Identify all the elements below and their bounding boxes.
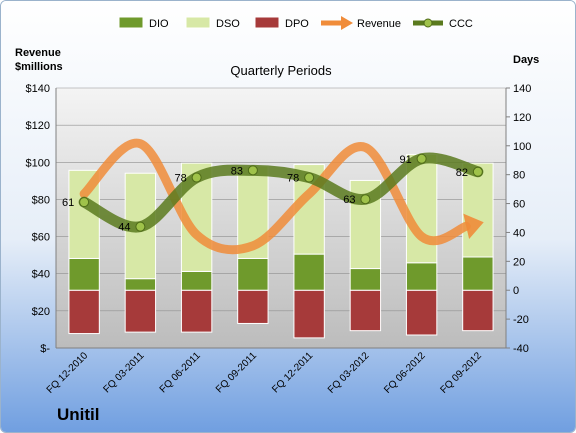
revenue-line <box>79 138 471 255</box>
ccc-data-label: 82 <box>456 167 468 179</box>
ccc-marker <box>304 172 315 183</box>
left-axis-label-line1: Revenue <box>15 47 61 59</box>
ccc-data-label: 91 <box>400 154 412 166</box>
legend-label-revenue: Revenue <box>357 18 401 30</box>
legend-swatch-dso <box>185 16 211 29</box>
legend-arrowhead <box>341 16 353 30</box>
dio-bar <box>68 257 100 291</box>
left-tick-label: $40 <box>32 269 50 281</box>
legend-swatch-dpo <box>254 16 280 29</box>
right-axis-label: Days <box>513 54 539 66</box>
right-tick-label: 0 <box>513 285 519 297</box>
right-tick-label: -20 <box>513 314 529 326</box>
left-tick-label: $- <box>40 343 50 355</box>
left-tick-label: $120 <box>26 120 50 132</box>
dpo-bar <box>237 289 269 324</box>
ccc-marker <box>416 153 427 164</box>
dio-bar <box>124 278 157 291</box>
legend-label-dpo: DPO <box>285 18 309 30</box>
dpo-bar <box>68 289 100 335</box>
ccc-data-label: 63 <box>343 194 355 206</box>
dso-bar <box>462 162 494 258</box>
ccc-marker <box>79 197 90 208</box>
ccc-data-label: 61 <box>62 197 74 209</box>
left-tick-label: $80 <box>32 194 50 206</box>
ccc-data-label: 78 <box>287 173 299 185</box>
chart-title: Quarterly Periods <box>230 63 332 78</box>
left-tick-label: $60 <box>32 232 50 244</box>
right-tick-label: 20 <box>513 256 525 268</box>
right-tick-label: 80 <box>513 170 525 182</box>
dio-bar <box>405 262 438 291</box>
lines-layer: 61 44 78 83 78 63 91 82 <box>62 138 484 255</box>
ccc-marker <box>191 172 202 183</box>
dpo-bar <box>349 289 382 332</box>
legend-label-dso: DSO <box>216 18 240 30</box>
dio-bar <box>462 256 494 291</box>
legend-label-dio: DIO <box>149 18 169 30</box>
dpo-bar <box>405 289 438 336</box>
ccc-data-label: 78 <box>175 173 187 185</box>
dpo-bar <box>293 289 325 339</box>
right-tick-label: 100 <box>513 141 531 153</box>
dio-bar <box>293 253 325 291</box>
ccc-marker <box>135 221 146 232</box>
ccc-marker <box>360 194 371 205</box>
dpo-bar <box>180 289 213 333</box>
right-tick-label: 120 <box>513 112 531 124</box>
dpo-bar <box>124 289 157 333</box>
right-tick-label: 40 <box>513 227 525 239</box>
dpo-bar <box>462 289 494 332</box>
ccc-marker <box>247 165 258 176</box>
legend-marker-ccc <box>423 18 433 28</box>
left-tick-label: $100 <box>26 157 50 169</box>
legend: DIO DSO DPO Revenue CCC <box>118 16 473 30</box>
right-tick-label: -40 <box>513 343 529 355</box>
dio-bar <box>237 257 269 291</box>
right-tick-label: 60 <box>513 199 525 211</box>
ccc-data-label: 44 <box>118 222 130 234</box>
legend-swatch-dio <box>118 16 144 29</box>
left-tick-label: $140 <box>26 83 50 95</box>
company-name: Unitil <box>57 405 100 424</box>
ccc-data-label: 83 <box>231 165 243 177</box>
legend-label-ccc: CCC <box>449 18 473 30</box>
dio-bar <box>349 268 382 291</box>
dio-bar <box>180 270 213 291</box>
left-tick-label: $20 <box>32 306 50 318</box>
right-tick-label: 140 <box>513 83 531 95</box>
revenue-arrowhead <box>463 213 484 239</box>
left-axis-label-line2: $millions <box>15 61 63 73</box>
ccc-marker <box>472 166 483 177</box>
